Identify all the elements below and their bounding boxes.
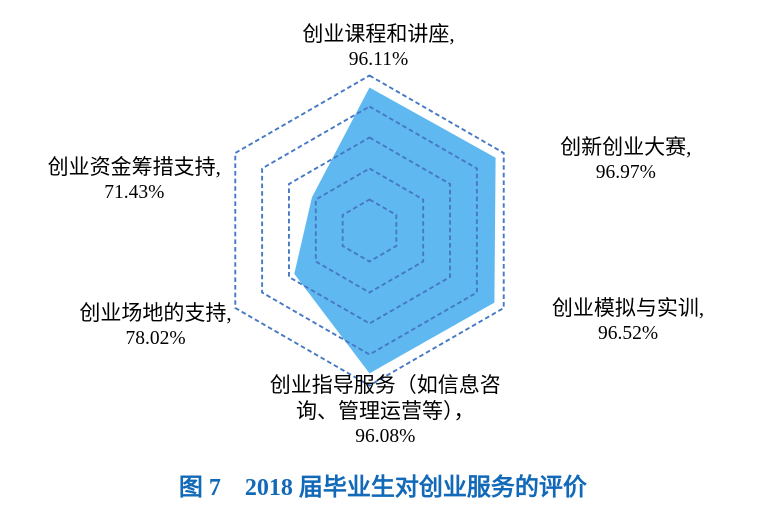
gridline-ring	[314, 167, 425, 294]
figure-caption: 图 7 2018 届毕业生对创业服务的评价	[179, 474, 587, 502]
gridline-ring	[261, 105, 478, 356]
gridline-ring	[234, 74, 505, 387]
figure-caption-text: 2018 届毕业生对创业服务的评价	[244, 474, 587, 501]
gridline-ring	[341, 198, 398, 263]
data-label-lower-right: 创业模拟与实训, 96.52%	[551, 295, 705, 344]
data-label-lower-left: 创业场地的支持, 78.02%	[79, 301, 232, 349]
figure-caption-number: 图 7	[178, 474, 221, 501]
gridline-ring	[288, 136, 451, 325]
series-area	[294, 87, 496, 374]
data-label-bottom: 创业指导服务（如信息咨 询、管理运营等）， 96.08%	[269, 373, 501, 447]
data-label-top: 创业课程和讲座, 96.11%	[302, 21, 455, 70]
data-label-upper-right: 创新创业大赛, 96.97%	[560, 134, 692, 183]
data-label-upper-left: 创业资金筹措支持, 71.43%	[47, 154, 221, 203]
